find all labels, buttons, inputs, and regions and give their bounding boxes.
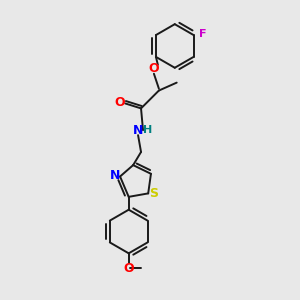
Text: N: N: [133, 124, 143, 137]
Text: O: O: [114, 96, 124, 109]
Text: S: S: [148, 187, 158, 200]
Text: N: N: [110, 169, 120, 182]
Text: F: F: [199, 29, 206, 39]
Text: O: O: [123, 262, 134, 275]
Text: H: H: [143, 125, 153, 135]
Text: O: O: [148, 62, 159, 75]
